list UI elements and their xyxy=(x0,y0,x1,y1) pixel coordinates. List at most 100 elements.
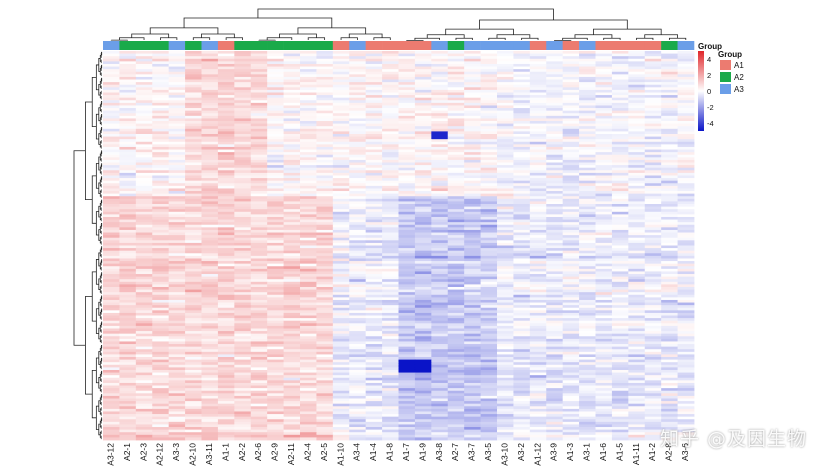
heatmap-cell xyxy=(300,245,317,249)
heatmap-cell xyxy=(546,172,564,176)
heatmap-cell xyxy=(250,385,268,389)
heatmap-cell xyxy=(152,180,170,184)
heatmap-cell xyxy=(168,79,186,83)
heatmap-cell xyxy=(447,333,465,337)
heatmap-cell xyxy=(464,338,481,342)
heatmap-cell xyxy=(611,372,629,376)
heatmap-cell xyxy=(234,310,252,314)
heatmap-cell xyxy=(300,325,317,329)
dendrogram-branch xyxy=(99,213,102,220)
dendrogram-branch xyxy=(496,34,531,39)
heatmap-cell xyxy=(283,375,301,379)
heatmap-cell xyxy=(464,146,481,150)
heatmap-cell xyxy=(497,351,514,355)
heatmap-cell xyxy=(365,123,383,127)
heatmap-cell xyxy=(513,333,531,337)
heatmap-cell xyxy=(250,162,268,166)
heatmap-cell xyxy=(185,318,202,322)
heatmap-cell xyxy=(332,209,350,213)
heatmap-cell xyxy=(431,258,449,262)
heatmap-cell xyxy=(365,248,383,252)
heatmap-cell xyxy=(595,240,613,244)
heatmap-cell xyxy=(300,271,317,275)
heatmap-cell xyxy=(168,165,186,169)
heatmap-cell xyxy=(677,235,695,239)
heatmap-cell xyxy=(201,382,219,386)
heatmap-cell xyxy=(119,302,137,306)
heatmap-cell xyxy=(217,216,235,220)
heatmap-cell xyxy=(283,323,301,327)
heatmap-cell xyxy=(447,89,465,93)
heatmap-cell xyxy=(365,196,383,200)
heatmap-cell xyxy=(414,232,432,236)
heatmap-cell xyxy=(529,261,547,265)
heatmap-cell xyxy=(365,214,383,218)
heatmap-cell xyxy=(267,170,284,174)
heatmap-cell xyxy=(644,328,662,332)
heatmap-cell xyxy=(349,191,367,195)
heatmap-cell xyxy=(332,237,350,241)
heatmap-cell xyxy=(431,74,449,78)
heatmap-cell xyxy=(447,388,465,392)
heatmap-cell xyxy=(168,157,186,161)
heatmap-cell xyxy=(217,118,235,122)
heatmap-cell xyxy=(185,165,202,169)
heatmap-cell xyxy=(414,266,432,270)
heatmap-cell xyxy=(661,219,678,223)
heatmap-cell xyxy=(398,131,416,135)
heatmap-cell xyxy=(611,180,629,184)
heatmap-cell xyxy=(480,351,498,355)
heatmap-cell xyxy=(644,108,662,112)
heatmap-cell xyxy=(217,232,235,236)
heatmap-cell xyxy=(497,74,514,78)
dendrogram-branch xyxy=(183,17,333,28)
heatmap-cell xyxy=(349,253,367,257)
heatmap-cell xyxy=(414,328,432,332)
heatmap-cell xyxy=(529,227,547,231)
heatmap-cell xyxy=(201,331,219,335)
heatmap-cell xyxy=(283,333,301,337)
heatmap-cell xyxy=(201,341,219,345)
heatmap-cell xyxy=(234,237,252,241)
heatmap-cell xyxy=(579,198,596,202)
heatmap-cell xyxy=(644,276,662,280)
heatmap-cell xyxy=(579,102,596,106)
heatmap-cell xyxy=(611,297,629,301)
group-cell xyxy=(529,41,547,50)
heatmap-cell xyxy=(677,100,695,104)
heatmap-cell xyxy=(316,180,334,184)
heatmap-cell xyxy=(217,222,235,226)
heatmap-cell xyxy=(398,105,416,109)
heatmap-cell xyxy=(316,100,334,104)
heatmap-cell xyxy=(300,193,317,197)
heatmap-cell xyxy=(316,274,334,278)
heatmap-cell xyxy=(611,338,629,342)
heatmap-cell xyxy=(382,299,399,303)
heatmap-cell xyxy=(579,211,596,215)
heatmap-cell xyxy=(497,165,514,169)
heatmap-cell xyxy=(595,325,613,329)
heatmap-cell xyxy=(365,152,383,156)
heatmap-cell xyxy=(611,157,629,161)
heatmap-cell xyxy=(431,294,449,298)
heatmap-cell xyxy=(185,159,202,163)
heatmap-cell xyxy=(168,274,186,278)
heatmap-cell xyxy=(300,362,317,366)
heatmap-cell xyxy=(546,118,564,122)
heatmap-cell xyxy=(611,149,629,153)
heatmap-cell xyxy=(579,139,596,143)
heatmap-cell xyxy=(201,128,219,132)
heatmap-cell xyxy=(414,180,432,184)
heatmap-cell xyxy=(365,266,383,270)
heatmap-cell xyxy=(267,229,284,233)
heatmap-cell xyxy=(316,279,334,283)
heatmap-cell xyxy=(628,349,646,353)
heatmap-cell xyxy=(595,250,613,254)
heatmap-cell xyxy=(529,362,547,366)
heatmap-cell xyxy=(217,144,235,148)
heatmap-cell xyxy=(414,201,432,205)
heatmap-cell xyxy=(529,349,547,353)
heatmap-cell xyxy=(349,294,367,298)
heatmap-cell xyxy=(611,380,629,384)
heatmap-cell xyxy=(365,294,383,298)
